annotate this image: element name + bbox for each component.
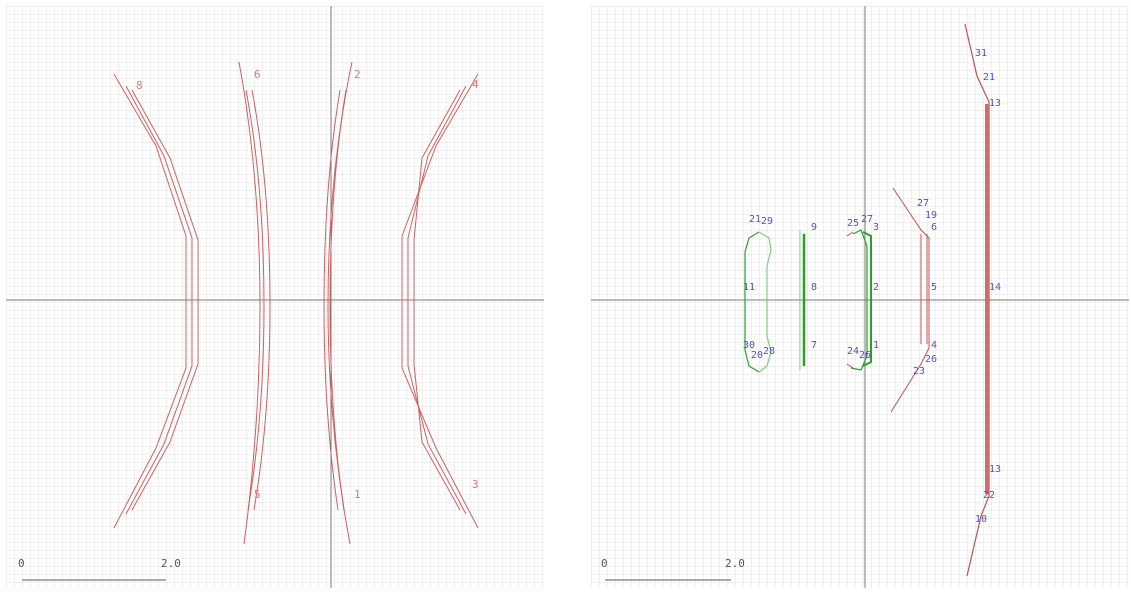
lens-element-inner-left xyxy=(238,61,271,545)
label-inner-25: 25 xyxy=(847,218,859,229)
right-diagram: 31 21 13 14 13 22 10 27 19 6 5 4 26 23 2… xyxy=(591,6,1129,588)
label-outer-21: 21 xyxy=(749,214,761,225)
left-diagram-panel: 8 6 2 4 5 1 3 0 2.0 xyxy=(6,6,544,588)
label-inner-2: 2 xyxy=(873,282,879,293)
label-5: 5 xyxy=(254,488,261,501)
scale-start: 0 xyxy=(18,557,25,570)
label-far-31: 31 xyxy=(975,48,987,59)
mid-red-element xyxy=(890,187,930,413)
label-2: 2 xyxy=(354,68,361,81)
inner-red-edges xyxy=(846,231,854,369)
label-inner-1: 1 xyxy=(873,340,879,351)
label-mid-23: 23 xyxy=(913,366,925,377)
label-mid-27: 27 xyxy=(917,198,929,209)
label-strip-7: 7 xyxy=(811,340,817,351)
scale-end: 2.0 xyxy=(161,557,181,570)
label-far-14: 14 xyxy=(989,282,1001,293)
label-inner-24: 24 xyxy=(847,346,859,357)
inner-green-element xyxy=(850,229,872,371)
label-outer-28: 28 xyxy=(763,346,775,357)
label-1: 1 xyxy=(354,488,361,501)
green-strip-element xyxy=(799,230,806,370)
grid xyxy=(6,6,544,588)
label-strip-9: 9 xyxy=(811,222,817,233)
left-diagram: 8 6 2 4 5 1 3 0 2.0 xyxy=(6,6,544,588)
label-far-13: 13 xyxy=(989,98,1001,109)
label-mid-26: 26 xyxy=(925,354,937,365)
label-far-22: 22 xyxy=(983,490,995,501)
label-outer-30: 30 xyxy=(743,340,755,351)
label-mid-19: 19 xyxy=(925,210,937,221)
label-outer-29: 29 xyxy=(761,216,773,227)
label-far-10: 10 xyxy=(975,514,987,525)
grid xyxy=(591,6,1129,588)
label-8: 8 xyxy=(136,79,143,92)
right-diagram-panel: 31 21 13 14 13 22 10 27 19 6 5 4 26 23 2… xyxy=(591,6,1129,588)
lens-element-outer-right xyxy=(401,73,479,529)
label-4: 4 xyxy=(472,78,479,91)
lens-element-outer-left xyxy=(113,73,199,529)
outer-green-element xyxy=(744,231,772,373)
label-outer-11: 11 xyxy=(743,282,755,293)
label-strip-8: 8 xyxy=(811,282,817,293)
label-mid-6: 6 xyxy=(931,222,937,233)
far-red-element xyxy=(964,23,990,577)
label-inner-27: 27 xyxy=(861,214,873,225)
label-6: 6 xyxy=(254,68,261,81)
lens-element-inner-right xyxy=(323,61,353,545)
scale-bar: 0 2.0 xyxy=(601,557,745,581)
label-far-21: 21 xyxy=(983,72,995,83)
label-inner-3: 3 xyxy=(873,222,879,233)
label-far-13b: 13 xyxy=(989,464,1001,475)
scale-bar: 0 2.0 xyxy=(18,557,181,581)
label-mid-4: 4 xyxy=(931,340,937,351)
label-inner-26: 26 xyxy=(859,350,871,361)
label-mid-5: 5 xyxy=(931,282,937,293)
label-3: 3 xyxy=(472,478,479,491)
label-outer-20: 20 xyxy=(751,350,763,361)
scale-end: 2.0 xyxy=(725,557,745,570)
scale-start: 0 xyxy=(601,557,608,570)
